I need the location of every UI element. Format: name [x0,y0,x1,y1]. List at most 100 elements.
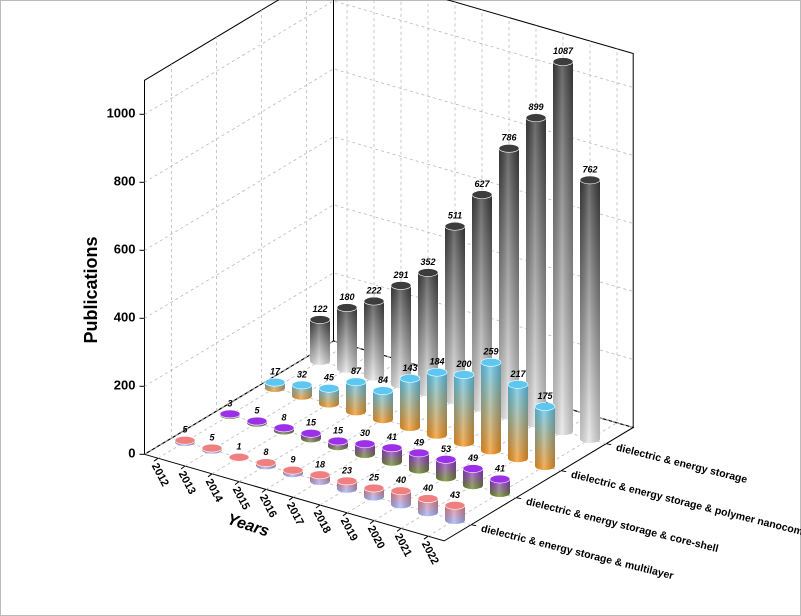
y-tick-label: 600 [114,242,136,257]
bar [462,464,484,490]
x-tick [234,481,240,486]
bar [228,452,250,462]
bar-top [318,383,340,393]
value-label: 1087 [553,46,574,56]
bar-shade [382,447,402,466]
bar-shade [508,384,528,463]
bar-shade [481,362,502,455]
bar [345,377,367,416]
bar [300,428,322,443]
bar [363,296,385,381]
value-label: 259 [482,347,498,357]
grid-line [211,0,402,475]
bar [426,367,448,439]
x-tick [153,457,159,462]
bar-top [201,443,223,453]
bar [174,435,196,446]
grid-line [265,2,456,490]
bar [309,315,331,365]
value-label: 84 [378,375,388,385]
bar [273,423,295,435]
value-label: 175 [537,391,553,401]
y-tick-label: 800 [114,174,136,189]
z-tick [561,470,567,473]
bar-top [309,470,331,480]
bar [444,221,466,404]
bar [507,380,529,463]
value-label: 41 [494,463,505,473]
value-label: 762 [582,164,597,174]
value-label: 5 [182,425,188,435]
bar [246,416,268,427]
bar-shade [445,505,465,524]
value-label: 899 [528,102,543,112]
bar-shade [400,378,420,431]
grid-line [400,41,591,529]
bar-shade [580,179,600,444]
value-label: 41 [386,432,397,442]
bar-top [471,190,493,199]
x-tick [207,473,213,478]
bar-shade [427,372,447,439]
bar [255,458,277,470]
bar-top [426,367,448,377]
value-label: 15 [306,418,317,428]
bar-top [336,303,358,312]
bar-shade [364,301,384,381]
bar-top [219,409,241,419]
bar-shade [463,468,483,490]
value-label: 8 [281,412,286,422]
z-tick [516,497,522,500]
bar-shade [472,194,492,412]
bar-top [174,435,196,445]
bar [336,476,358,493]
value-label: 200 [455,359,471,369]
bar-shade [445,226,465,404]
bar [435,455,457,482]
bar [372,386,394,424]
bar [264,377,286,392]
bar-shade [391,285,412,389]
bar-top [354,439,376,449]
bar [363,483,385,501]
value-label: 53 [441,444,451,454]
bar-shade [499,148,519,420]
bar [471,190,493,412]
value-label: 180 [339,292,354,302]
bar-top [498,144,520,153]
x-tick [369,520,375,524]
bar [291,380,313,400]
bar-shade [337,307,357,373]
bar-top [345,377,367,387]
bar [498,144,520,420]
bar-top [255,458,277,467]
bar-top [507,380,529,389]
value-label: 5 [209,432,215,442]
bar [219,409,241,419]
value-label: 143 [402,363,417,373]
bar [552,57,574,436]
bar-shade [490,479,510,497]
value-label: 352 [420,257,435,267]
value-label: 291 [392,270,408,280]
bar-top [228,452,250,462]
value-label: 5 [254,405,260,415]
bar [318,383,340,408]
bar [309,470,331,485]
value-label: 40 [395,475,406,485]
bar-shade [553,61,573,436]
bar-top [462,464,484,473]
bar [399,374,421,431]
x-tick [288,496,294,501]
bar-top [435,455,457,464]
bar-shade [526,117,546,428]
bar-top [399,374,421,383]
bar-top [336,476,358,486]
bar [525,113,547,428]
bar-shade [319,388,339,408]
grid-line [184,0,375,467]
bar-top [372,386,394,395]
grid-line [427,48,618,537]
bar-top [525,113,547,123]
